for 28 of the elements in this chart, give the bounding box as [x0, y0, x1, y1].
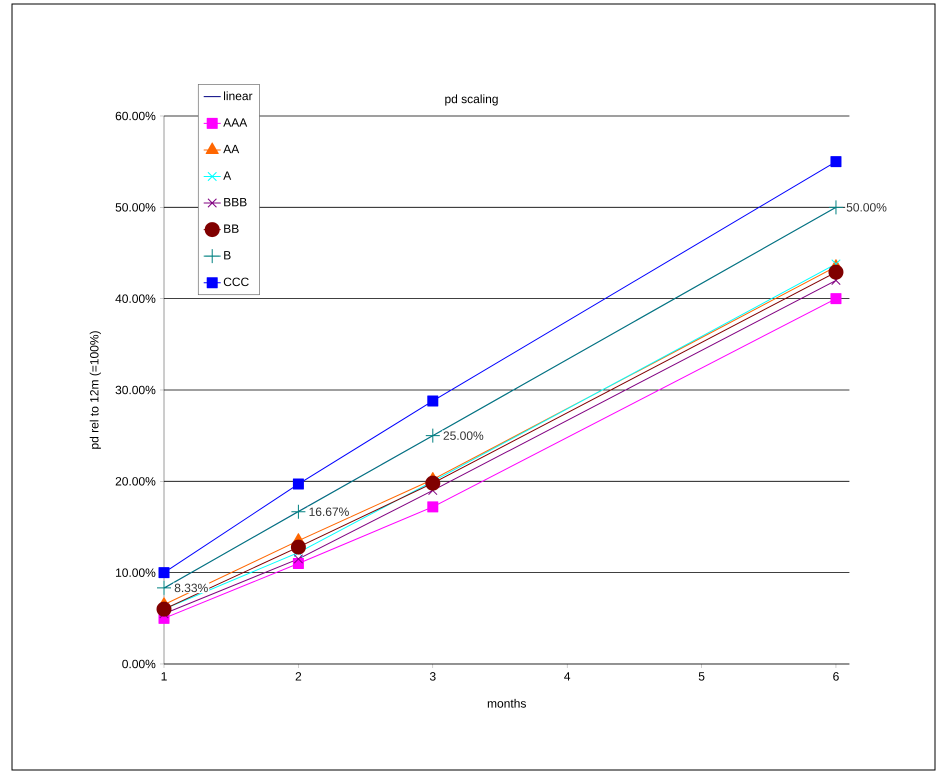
- data-label: 8.33%: [174, 584, 208, 592]
- legend-label: CCC: [224, 278, 249, 286]
- x-axis-title: months: [488, 698, 526, 708]
- legend-label: linear: [224, 91, 252, 100]
- y-tick-label: 20.00%: [116, 477, 156, 486]
- legend-label: B: [224, 251, 231, 260]
- y-tick-label: 0.00%: [122, 660, 156, 668]
- data-label: 50.00%: [846, 203, 886, 212]
- y-tick-label: 40.00%: [115, 294, 156, 303]
- x-tick-label: 3: [430, 672, 436, 681]
- chart-title: pd scaling: [445, 94, 498, 106]
- x-tick-label: 2: [296, 672, 302, 681]
- x-tick-label: 1: [162, 672, 167, 680]
- legend-label: AA: [223, 144, 240, 154]
- y-tick-label: 50.00%: [116, 203, 156, 212]
- y-tick-label: 10.00%: [116, 568, 156, 577]
- data-label: 16.67%: [310, 507, 349, 516]
- y-tick-label: 30.00%: [116, 386, 156, 394]
- legend-label: A: [223, 171, 232, 180]
- x-tick-label: 4: [564, 672, 570, 680]
- data-label: 25.00%: [444, 431, 484, 440]
- y-tick-label: 60.00%: [116, 112, 156, 120]
- y-axis-title: pd rel to 12m (=100%): [90, 331, 101, 449]
- legend-label: BBB: [224, 198, 247, 206]
- legend-label: BB: [224, 224, 239, 233]
- x-tick-label: 5: [698, 672, 704, 681]
- legend-label: AAA: [223, 118, 248, 127]
- x-tick-label: 6: [833, 672, 839, 681]
